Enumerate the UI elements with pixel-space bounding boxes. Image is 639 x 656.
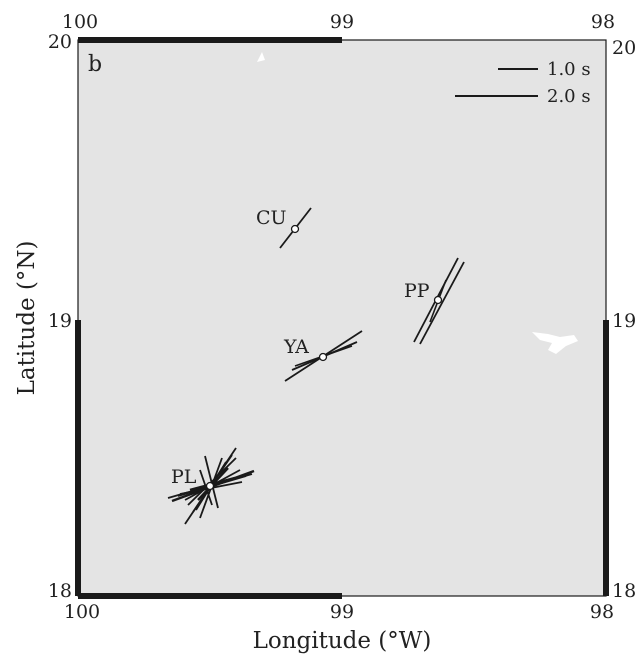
station-marker-pp	[433, 295, 443, 305]
panel-label: b	[88, 52, 102, 77]
x-axis-title: Longitude (°W)	[253, 628, 432, 654]
y-tick-left-20: 20	[48, 31, 72, 53]
station-pp: PP	[404, 257, 465, 345]
map-background	[78, 40, 606, 596]
legend: 1.0 s 2.0 s	[455, 59, 591, 107]
x-tick-bottom-99: 99	[330, 601, 354, 623]
x-tick-top-99: 99	[330, 11, 354, 33]
y-tick-left-18: 18	[48, 580, 72, 602]
station-label-pp: PP	[404, 280, 430, 302]
land-patch-north	[257, 52, 265, 62]
split-bar-pl-11	[199, 469, 213, 506]
station-pl: PL	[167, 447, 255, 525]
station-marker-pl	[205, 481, 215, 491]
x-tick-top-98: 98	[591, 11, 615, 33]
land-patch-east	[532, 332, 578, 354]
legend-label-2s: 2.0 s	[547, 86, 591, 107]
split-bar-pp-2	[419, 261, 465, 345]
y-tick-left-19: 19	[48, 310, 72, 332]
y-tick-right-18: 18	[612, 580, 636, 602]
x-tick-bottom-100: 100	[64, 601, 100, 623]
station-label-ya: YA	[283, 336, 309, 358]
split-bar-pl-10	[204, 455, 219, 509]
x-tick-top-100: 100	[62, 11, 98, 33]
y-tick-right-19: 19	[612, 310, 636, 332]
station-ya: YA	[283, 330, 363, 382]
station-label-cu: CU	[256, 207, 287, 229]
station-marker-cu	[290, 224, 300, 234]
station-marker-ya	[318, 352, 328, 362]
station-cu: CU	[256, 207, 312, 249]
station-label-pl: PL	[171, 466, 197, 488]
y-tick-right-20: 20	[612, 37, 636, 59]
legend-label-1s: 1.0 s	[547, 59, 591, 80]
y-axis-title: Latitude (°N)	[14, 241, 40, 396]
x-tick-bottom-98: 98	[590, 601, 614, 623]
